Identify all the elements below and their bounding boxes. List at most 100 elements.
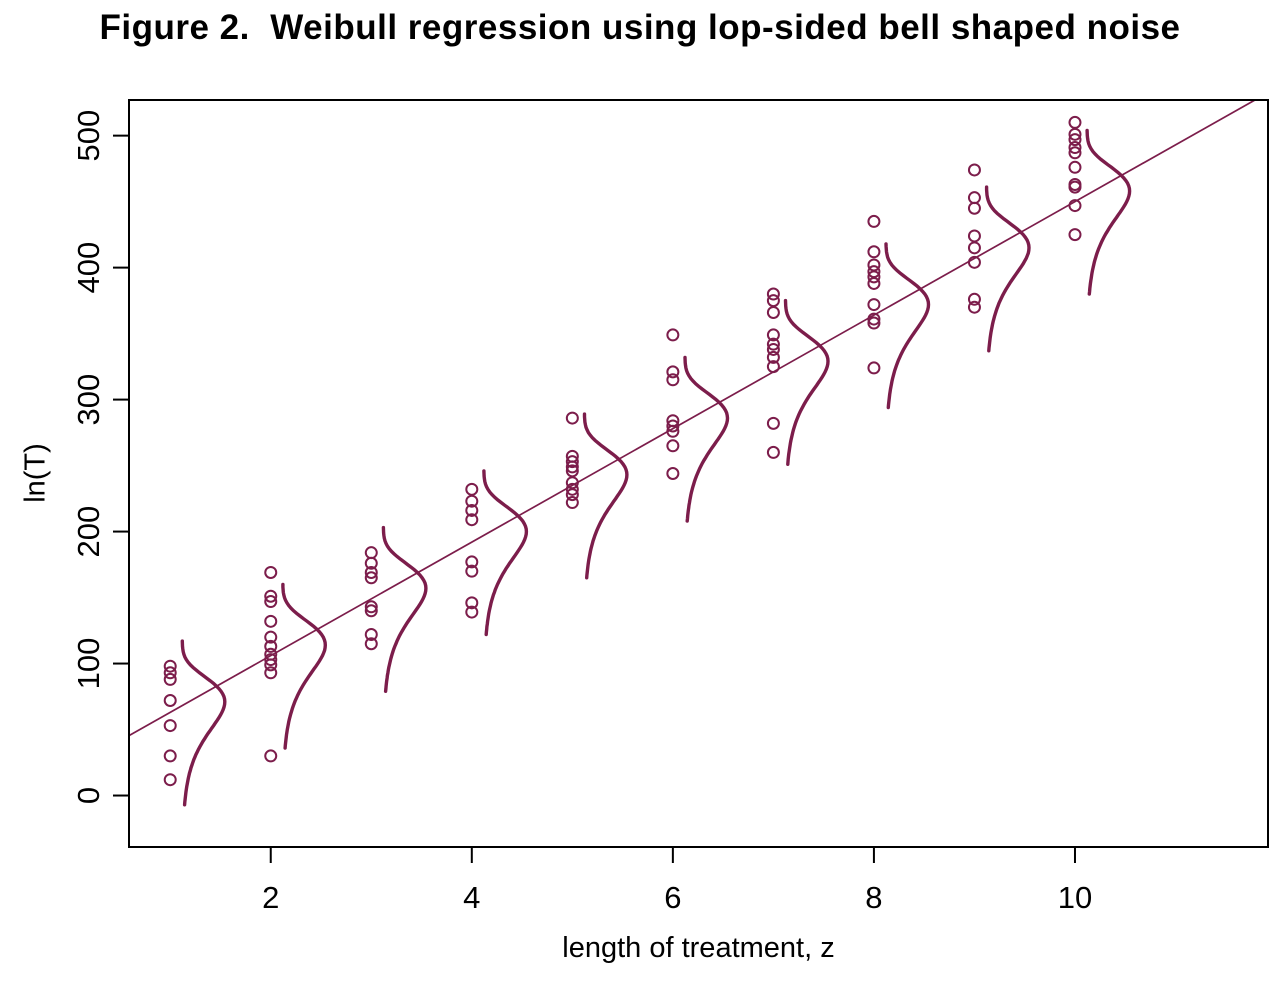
y-axis-tick-label: 200 xyxy=(71,506,106,558)
scatter-point xyxy=(465,605,479,619)
scatter-point xyxy=(766,416,780,430)
scatter-point xyxy=(264,749,278,763)
scatter-point xyxy=(264,565,278,579)
scatter-point xyxy=(465,596,479,610)
scatter-point xyxy=(565,411,579,425)
figure-title: Figure 2. Weibull regression using lop-s… xyxy=(99,8,1181,47)
scatter-point xyxy=(364,637,378,651)
scatter-point xyxy=(163,666,177,680)
scatter-point xyxy=(766,294,780,308)
scatter-point xyxy=(666,467,680,480)
scatter-point xyxy=(867,316,881,330)
scatter-point xyxy=(1068,146,1082,160)
scatter-point xyxy=(1068,180,1082,194)
scatter-point xyxy=(465,564,479,578)
x-axis-tick-label: 10 xyxy=(1058,880,1092,915)
scatter-point xyxy=(565,488,579,502)
scatter-point xyxy=(967,300,981,314)
x-axis-tick-label: 8 xyxy=(865,880,882,915)
scatter-point xyxy=(867,361,881,375)
scatter-point xyxy=(364,556,378,570)
scatter-point xyxy=(565,455,579,469)
scatter-point xyxy=(163,719,177,733)
scatter-point xyxy=(666,373,680,387)
noise-density-curve xyxy=(783,298,830,466)
y-axis-tick-label: 500 xyxy=(71,110,106,162)
y-axis-tick-label: 0 xyxy=(71,787,106,804)
scatter-point xyxy=(364,565,378,579)
noise-density-curve xyxy=(482,469,529,637)
scatter-point xyxy=(565,496,579,510)
noise-density-curve xyxy=(683,355,730,523)
scatter-point xyxy=(364,600,378,614)
scatter-point xyxy=(163,659,177,673)
scatter-point xyxy=(766,350,780,364)
scatter-point xyxy=(1068,115,1082,129)
scatter-point xyxy=(967,241,981,255)
scatter-point xyxy=(766,337,780,351)
scatter-point xyxy=(264,639,278,653)
scatter-point xyxy=(163,694,177,708)
scatter-point xyxy=(465,482,479,496)
scatter-point xyxy=(867,298,881,312)
scatter-point xyxy=(867,270,881,284)
scatter-point xyxy=(666,439,680,453)
scatter-point xyxy=(163,749,177,763)
scatter-point xyxy=(163,672,177,686)
scatter-point xyxy=(264,614,278,628)
scatter-point xyxy=(1068,127,1082,141)
scatter-point xyxy=(666,328,680,342)
scatter-point xyxy=(967,191,981,205)
scatter-point xyxy=(264,595,278,609)
scatter-point xyxy=(766,287,780,301)
scatter-point xyxy=(1068,141,1082,155)
scatter-point xyxy=(465,503,479,517)
scatter-point xyxy=(766,305,780,319)
noise-density-curve xyxy=(582,412,629,580)
scatter-point xyxy=(766,328,780,342)
scatter-point xyxy=(766,360,780,374)
scatter-point xyxy=(967,255,981,269)
plot-box xyxy=(128,99,1269,848)
noise-density-curve xyxy=(180,639,227,807)
noise-density-curve xyxy=(984,185,1031,353)
scatter-point xyxy=(666,424,680,438)
scatter-point xyxy=(967,229,981,243)
scatter-point xyxy=(465,555,479,569)
y-axis-tick-label: 100 xyxy=(71,638,106,690)
scatter-point xyxy=(565,482,579,496)
scatter-point xyxy=(264,653,278,667)
scatter-point xyxy=(264,630,278,644)
scatter-point xyxy=(1068,199,1082,213)
scatter-point xyxy=(1068,228,1082,242)
scatter-point xyxy=(867,245,881,259)
x-axis-tick-label: 4 xyxy=(463,880,480,915)
scatter-point xyxy=(264,658,278,672)
x-axis-label: length of treatment, z xyxy=(562,932,835,964)
scatter-point xyxy=(867,214,881,228)
scatter-point xyxy=(967,163,981,177)
scatter-point xyxy=(967,201,981,215)
scatter-point xyxy=(565,460,579,474)
scatter-point xyxy=(1068,133,1082,147)
y-axis-label: ln(T) xyxy=(19,443,52,503)
regression-line xyxy=(128,99,1256,737)
scatter-point xyxy=(1068,160,1082,174)
noise-density-curve xyxy=(1085,128,1132,296)
x-axis-tick-label: 6 xyxy=(664,880,681,915)
scatter-point xyxy=(867,276,881,290)
noise-density-curve xyxy=(381,525,428,693)
scatter-point xyxy=(364,628,378,642)
scatter-point xyxy=(465,494,479,508)
noise-density-curve xyxy=(884,242,931,410)
scatter-point xyxy=(364,604,378,618)
noise-density-curve xyxy=(281,582,328,750)
y-axis-tick-label: 300 xyxy=(71,374,106,426)
scatter-point xyxy=(766,342,780,356)
y-axis-tick-label: 400 xyxy=(71,242,106,294)
scatter-point xyxy=(264,589,278,603)
scatter-point xyxy=(666,419,680,433)
scatter-point xyxy=(465,513,479,527)
